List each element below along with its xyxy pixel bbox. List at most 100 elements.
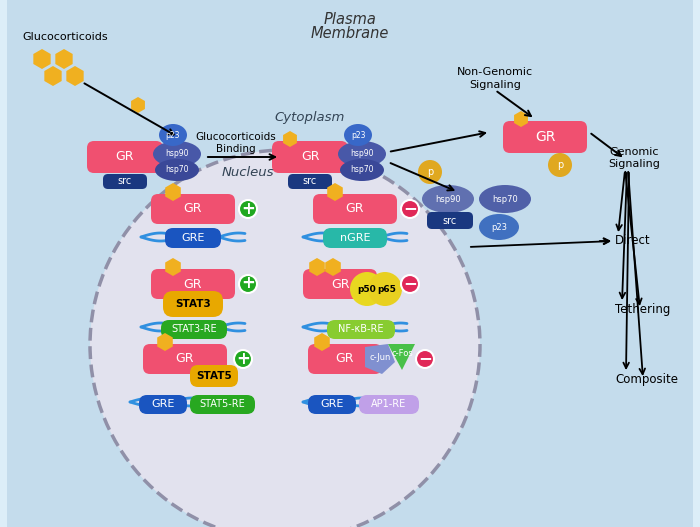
Text: hsp70: hsp70 [165, 165, 189, 174]
Text: p: p [427, 167, 433, 177]
Ellipse shape [159, 124, 187, 146]
Text: GR: GR [116, 151, 134, 163]
FancyBboxPatch shape [163, 291, 223, 317]
Text: +: + [241, 275, 255, 292]
Text: hsp90: hsp90 [350, 150, 374, 159]
FancyBboxPatch shape [143, 344, 227, 374]
Text: Signaling: Signaling [469, 80, 521, 90]
FancyBboxPatch shape [272, 141, 348, 173]
Text: src: src [118, 176, 132, 186]
Text: +: + [236, 349, 250, 367]
FancyBboxPatch shape [288, 174, 332, 189]
Ellipse shape [153, 141, 201, 167]
Circle shape [234, 350, 252, 368]
FancyBboxPatch shape [308, 344, 382, 374]
Circle shape [368, 272, 402, 306]
FancyBboxPatch shape [323, 228, 387, 248]
Polygon shape [326, 258, 341, 276]
Ellipse shape [422, 185, 474, 213]
Polygon shape [7, 0, 693, 527]
Text: hsp70: hsp70 [492, 194, 518, 203]
FancyBboxPatch shape [190, 365, 238, 387]
Text: hsp90: hsp90 [435, 194, 461, 203]
Circle shape [350, 272, 384, 306]
Polygon shape [131, 97, 145, 113]
Text: Glucocorticoids: Glucocorticoids [22, 32, 108, 42]
Text: GR: GR [535, 130, 555, 144]
Ellipse shape [344, 124, 372, 146]
Text: p50: p50 [358, 285, 377, 294]
Text: hsp90: hsp90 [165, 150, 189, 159]
Text: Plasma: Plasma [323, 12, 377, 26]
Text: STAT5: STAT5 [196, 371, 232, 381]
Polygon shape [309, 258, 325, 276]
Polygon shape [365, 344, 395, 374]
FancyBboxPatch shape [359, 395, 419, 414]
Text: STAT3-RE: STAT3-RE [172, 324, 217, 334]
FancyBboxPatch shape [190, 395, 255, 414]
Text: GR: GR [330, 278, 349, 290]
FancyBboxPatch shape [151, 194, 235, 224]
Ellipse shape [340, 159, 384, 181]
Polygon shape [165, 183, 181, 201]
Ellipse shape [155, 159, 199, 181]
FancyBboxPatch shape [151, 269, 235, 299]
Circle shape [401, 200, 419, 218]
Text: p23: p23 [491, 222, 507, 231]
Polygon shape [388, 344, 415, 370]
Text: p23: p23 [166, 131, 181, 140]
Text: GR: GR [346, 202, 364, 216]
Text: c-Fos: c-Fos [391, 349, 413, 358]
Text: NF-κB-RE: NF-κB-RE [338, 324, 384, 334]
Polygon shape [514, 111, 528, 127]
FancyBboxPatch shape [313, 194, 397, 224]
Text: Membrane: Membrane [311, 25, 389, 41]
FancyBboxPatch shape [87, 141, 163, 173]
Ellipse shape [418, 160, 442, 184]
Text: Direct: Direct [615, 235, 650, 248]
Text: Tethering: Tethering [615, 302, 671, 316]
Circle shape [401, 275, 419, 293]
Text: Non-Genomic: Non-Genomic [457, 67, 533, 77]
FancyBboxPatch shape [427, 212, 473, 229]
Text: −: − [403, 275, 417, 292]
Circle shape [416, 350, 434, 368]
Polygon shape [66, 66, 84, 86]
FancyBboxPatch shape [327, 320, 395, 339]
Polygon shape [44, 66, 62, 86]
Ellipse shape [548, 153, 572, 177]
Text: Signaling: Signaling [608, 159, 660, 169]
Text: c-Jun: c-Jun [370, 353, 391, 362]
FancyBboxPatch shape [303, 269, 377, 299]
Text: STAT5-RE: STAT5-RE [199, 399, 245, 409]
FancyBboxPatch shape [308, 395, 356, 414]
Text: GR: GR [176, 353, 195, 366]
Text: GRE: GRE [321, 399, 344, 409]
Text: hsp70: hsp70 [350, 165, 374, 174]
Text: GR: GR [183, 202, 202, 216]
FancyBboxPatch shape [161, 320, 227, 339]
Text: AP1-RE: AP1-RE [372, 399, 407, 409]
Polygon shape [165, 258, 181, 276]
Text: GRE: GRE [181, 233, 204, 243]
Ellipse shape [479, 185, 531, 213]
Text: Nucleus: Nucleus [222, 165, 274, 179]
Circle shape [239, 200, 257, 218]
Text: −: − [403, 200, 417, 218]
Text: Cytoplasm: Cytoplasm [275, 111, 345, 123]
Text: nGRE: nGRE [340, 233, 370, 243]
Text: Composite: Composite [615, 373, 678, 385]
Text: STAT3: STAT3 [175, 299, 211, 309]
Polygon shape [327, 183, 343, 201]
FancyBboxPatch shape [503, 121, 587, 153]
Polygon shape [314, 333, 330, 351]
Circle shape [90, 150, 480, 527]
Text: p65: p65 [377, 285, 396, 294]
Polygon shape [55, 49, 73, 69]
FancyBboxPatch shape [165, 228, 221, 248]
Text: GR: GR [183, 278, 202, 290]
Text: Genomic: Genomic [609, 147, 659, 157]
Text: src: src [303, 176, 317, 186]
Ellipse shape [479, 214, 519, 240]
Text: +: + [241, 200, 255, 218]
